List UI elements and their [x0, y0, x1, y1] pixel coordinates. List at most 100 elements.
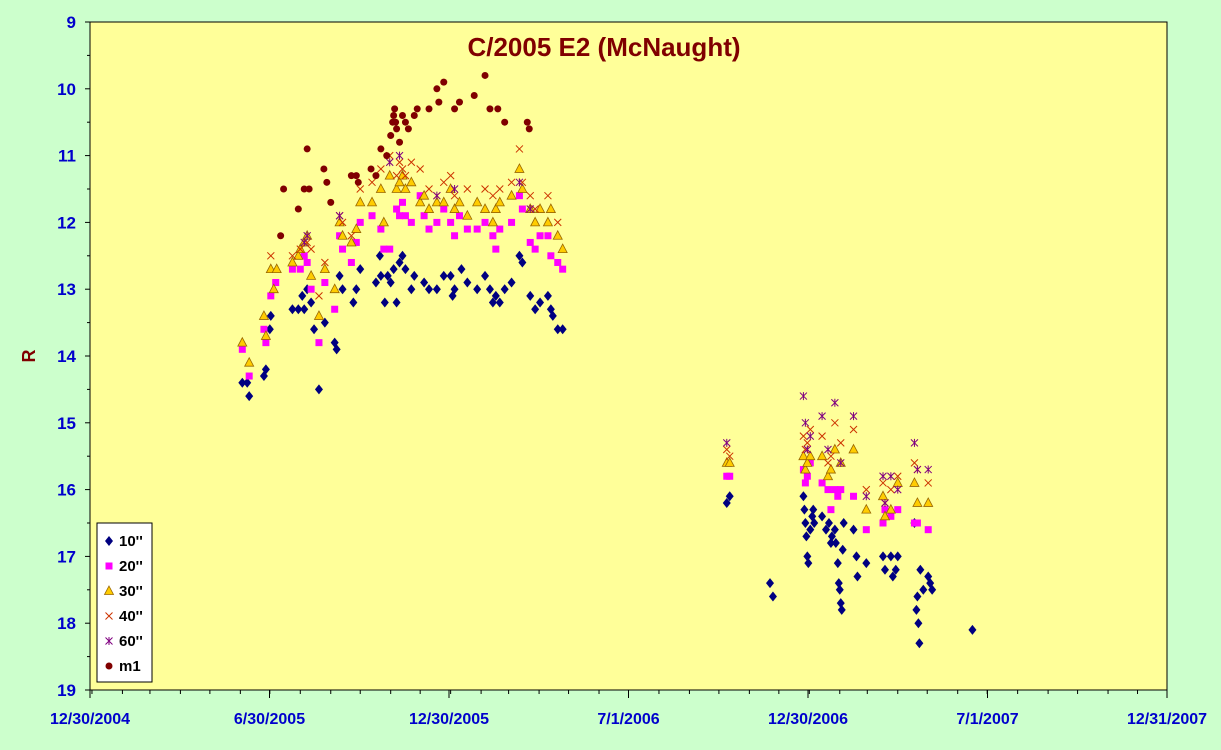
data-point: [463, 225, 471, 233]
data-point: [463, 185, 472, 193]
data-point: [300, 185, 308, 193]
data-point: [245, 372, 253, 380]
data-point: [500, 284, 509, 295]
data-point: [288, 265, 296, 273]
data-point: [487, 216, 499, 227]
legend-marker: [105, 562, 113, 570]
data-point: [798, 450, 809, 461]
data-point: [296, 245, 305, 253]
series-0: [238, 250, 977, 649]
data-point: [331, 305, 339, 313]
data-point: [507, 178, 516, 187]
data-point: [386, 277, 395, 288]
x-tick-label: 12/30/2005: [409, 711, 489, 728]
data-point: [806, 524, 815, 535]
data-point: [488, 297, 497, 308]
data-point: [440, 78, 448, 86]
data-point: [802, 531, 811, 542]
data-point: [803, 551, 812, 562]
data-point: [554, 258, 562, 266]
data-point: [887, 472, 895, 481]
data-point: [879, 551, 888, 562]
data-point: [544, 191, 552, 200]
data-point: [491, 290, 500, 301]
data-point: [451, 105, 459, 113]
data-point: [457, 264, 466, 275]
data-point: [407, 284, 416, 295]
data-point: [515, 145, 524, 153]
data-point: [553, 218, 562, 227]
data-point: [462, 209, 473, 220]
data-point: [827, 452, 835, 461]
data-point: [425, 105, 433, 113]
data-point: [910, 459, 919, 467]
legend-marker: [105, 612, 113, 620]
data-point: [307, 285, 315, 293]
data-point: [470, 91, 478, 99]
data-point: [295, 243, 306, 254]
data-point: [300, 238, 309, 247]
data-point: [287, 256, 298, 267]
data-point: [810, 518, 819, 528]
legend-marker: [105, 536, 113, 546]
y-tick-label: 10: [57, 80, 76, 99]
data-point: [298, 290, 307, 301]
data-point: [822, 470, 834, 481]
data-point: [378, 216, 389, 227]
x-tick-label: 7/1/2007: [956, 711, 1018, 728]
data-point: [526, 290, 535, 301]
data-point: [262, 339, 270, 347]
data-point: [836, 598, 845, 609]
data-point: [386, 245, 394, 253]
y-tick-label: 19: [57, 681, 76, 700]
y-tick-label: 17: [57, 547, 76, 566]
data-point: [425, 284, 434, 295]
data-point: [834, 578, 843, 589]
data-point: [553, 324, 562, 335]
data-point: [801, 418, 810, 427]
legend-label: 20'': [119, 558, 143, 575]
data-point: [806, 425, 815, 434]
data-point: [473, 225, 481, 233]
data-point: [377, 165, 385, 173]
y-tick-label: 14: [57, 347, 76, 366]
data-point: [293, 249, 304, 260]
data-point: [473, 284, 482, 295]
data-point: [335, 211, 344, 220]
data-point: [557, 243, 568, 254]
legend-marker: [105, 637, 113, 645]
data-point: [446, 270, 455, 281]
data-point: [725, 491, 734, 502]
data-point: [380, 245, 388, 253]
data-point: [849, 524, 858, 535]
data-point: [352, 172, 360, 180]
data-point: [389, 264, 398, 275]
data-point: [526, 191, 535, 200]
data-point: [724, 457, 735, 467]
data-point: [433, 218, 441, 226]
data-point: [862, 558, 871, 569]
data-point: [507, 277, 516, 288]
data-point: [307, 245, 315, 253]
data-point: [258, 310, 270, 320]
data-point: [352, 284, 361, 295]
data-point: [260, 330, 272, 340]
data-point: [799, 392, 808, 401]
legend-label: 10'': [119, 533, 143, 550]
data-point: [383, 152, 391, 160]
data-point: [450, 185, 459, 193]
data-point: [536, 232, 544, 240]
y-tick-label: 16: [57, 481, 76, 500]
data-point: [862, 526, 870, 534]
data-point: [800, 504, 809, 515]
data-point: [406, 176, 417, 187]
data-point: [924, 526, 932, 534]
data-point: [450, 284, 459, 295]
data-point: [492, 245, 500, 253]
data-point: [349, 297, 358, 308]
data-point: [425, 225, 433, 233]
data-point: [398, 112, 406, 120]
data-point: [368, 178, 376, 187]
data-point: [818, 479, 826, 487]
data-point: [329, 283, 340, 294]
